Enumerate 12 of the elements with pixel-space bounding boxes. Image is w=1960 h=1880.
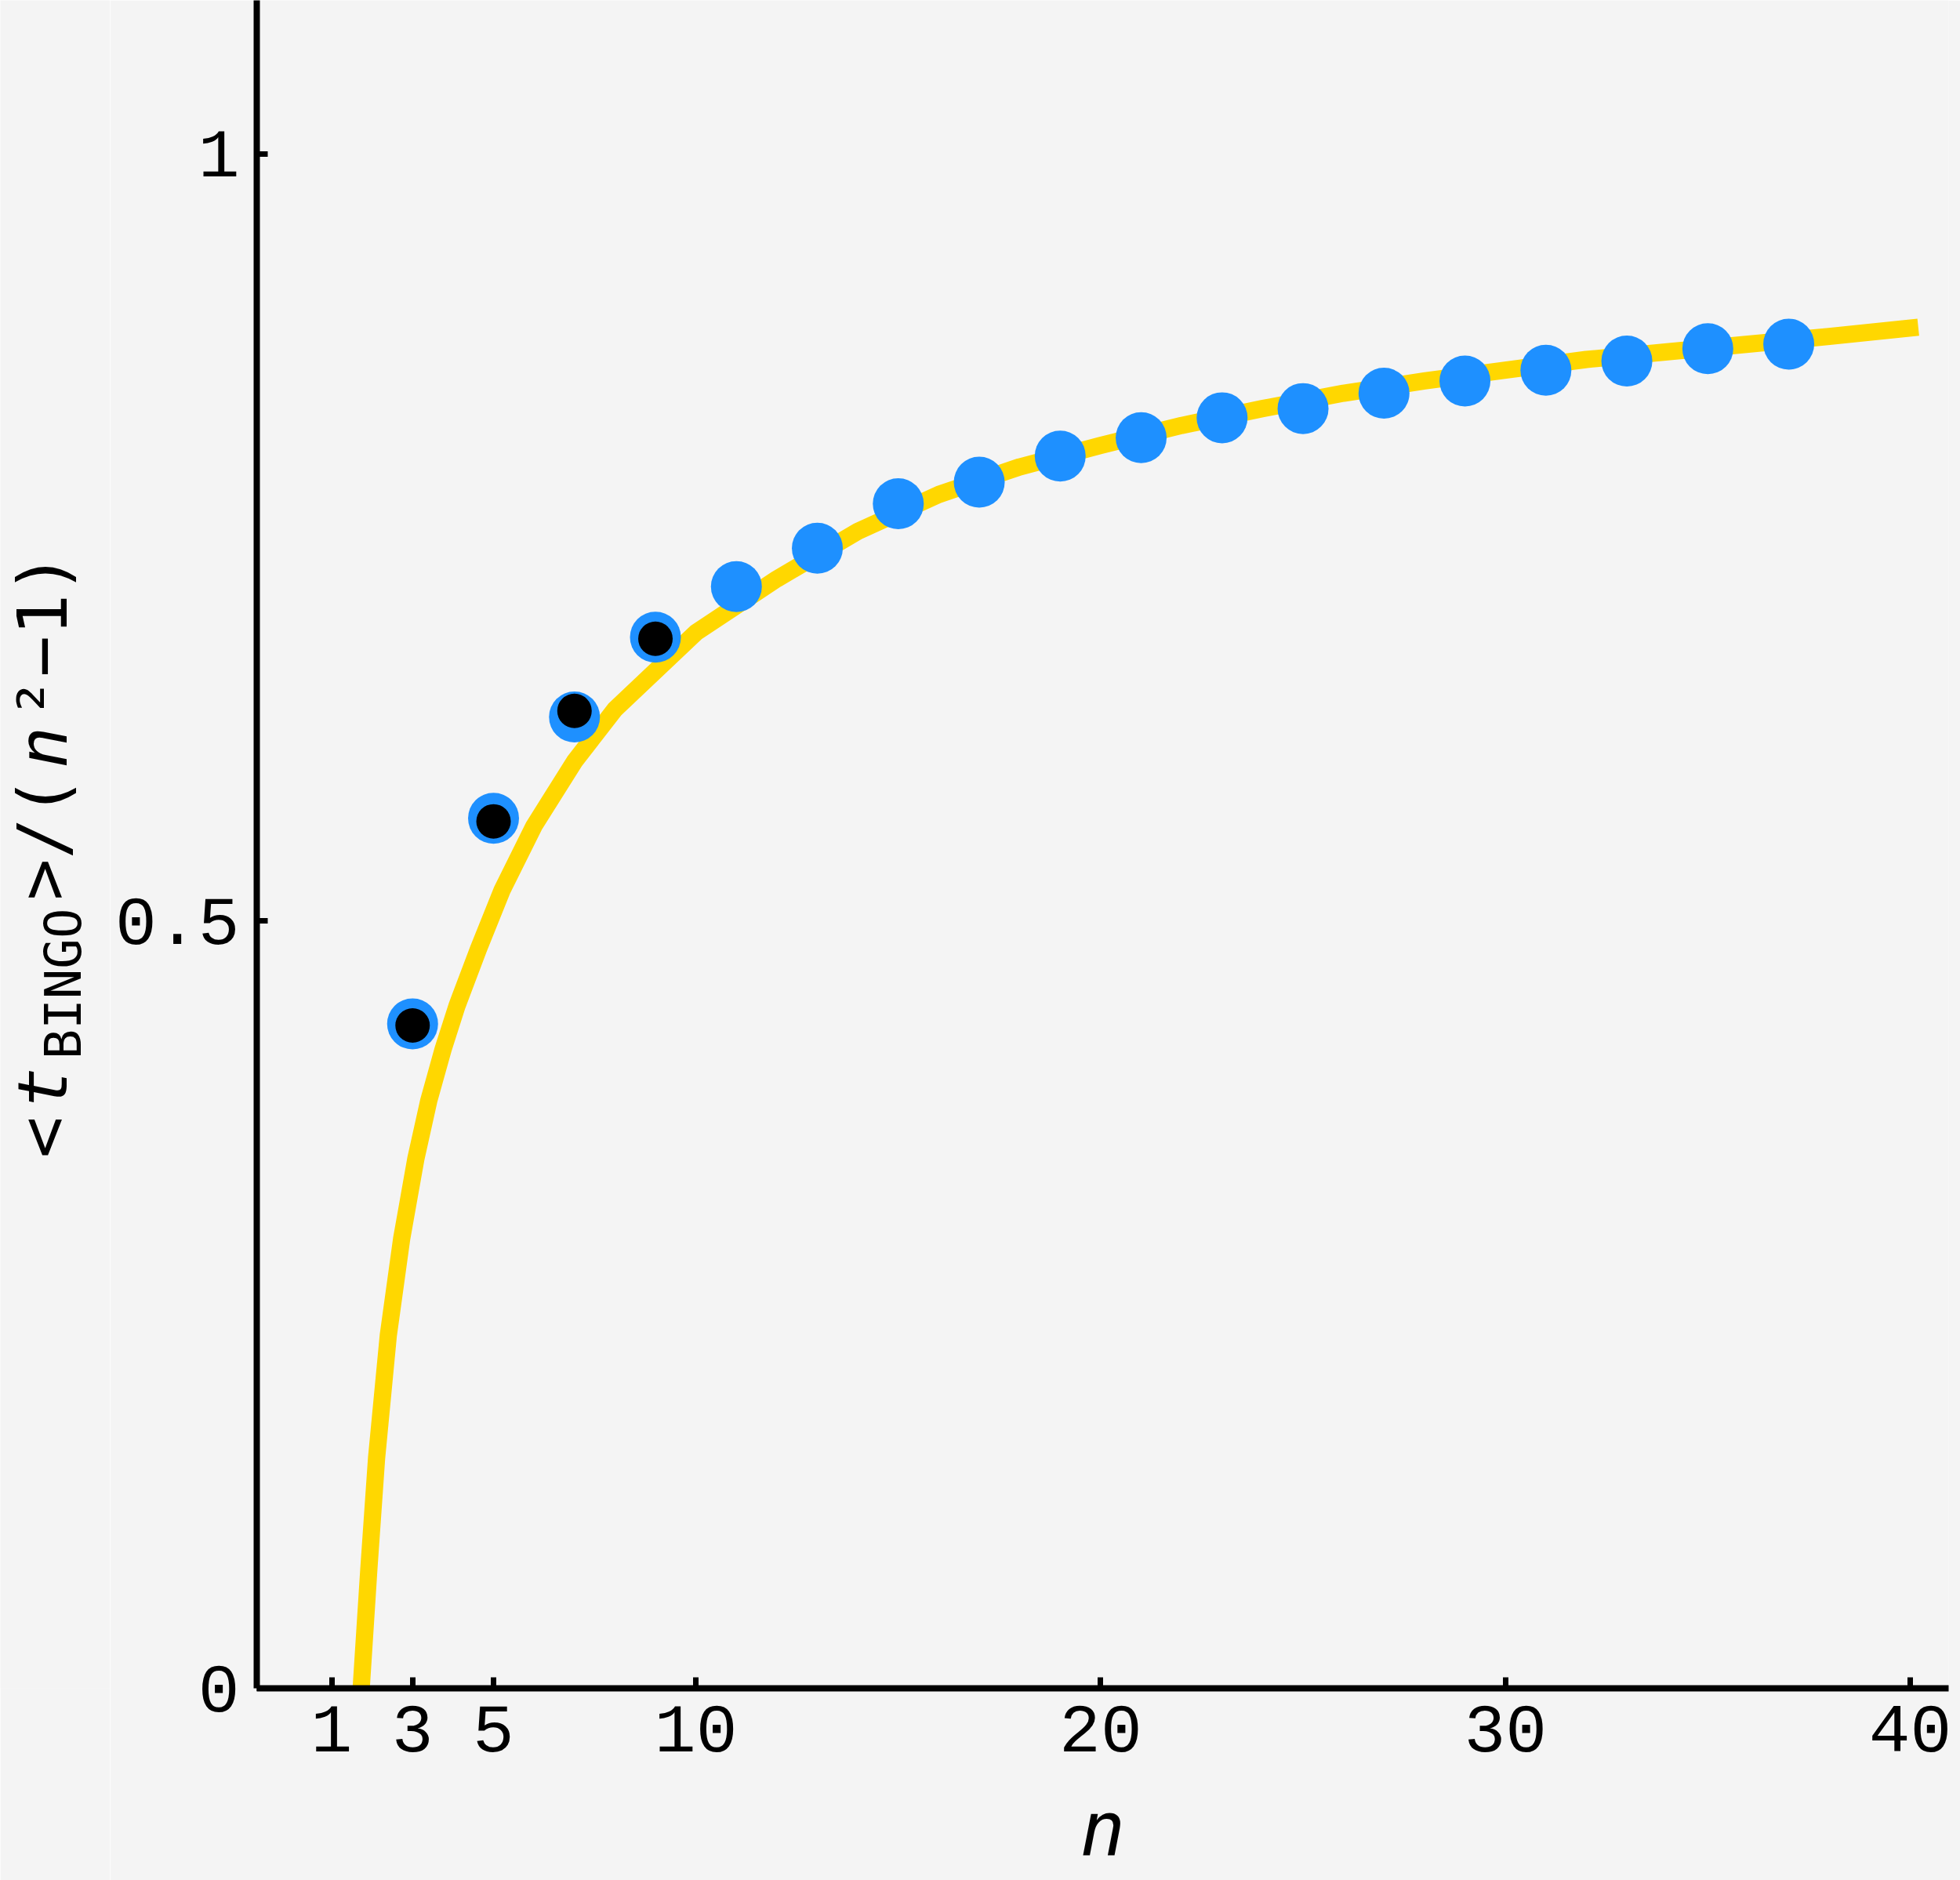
x-tick-label: 5 — [473, 1693, 514, 1772]
x-tick-label: 20 — [1059, 1693, 1142, 1772]
x-tick-label: 1 — [310, 1693, 353, 1772]
x-axis-title: n — [1080, 1784, 1126, 1873]
y-tick-label: 1 — [198, 119, 240, 198]
x-tick-label: 10 — [654, 1693, 738, 1772]
y-tick-label: 0.5 — [115, 886, 240, 964]
y-tick-label: 0 — [198, 1653, 240, 1732]
x-tick-label: 40 — [1868, 1693, 1952, 1772]
y-axis-title: <tBINGO>/(n²−1) — [2, 552, 93, 1159]
x-tick-label: 3 — [391, 1693, 434, 1772]
x-tick-label: 30 — [1464, 1693, 1547, 1772]
